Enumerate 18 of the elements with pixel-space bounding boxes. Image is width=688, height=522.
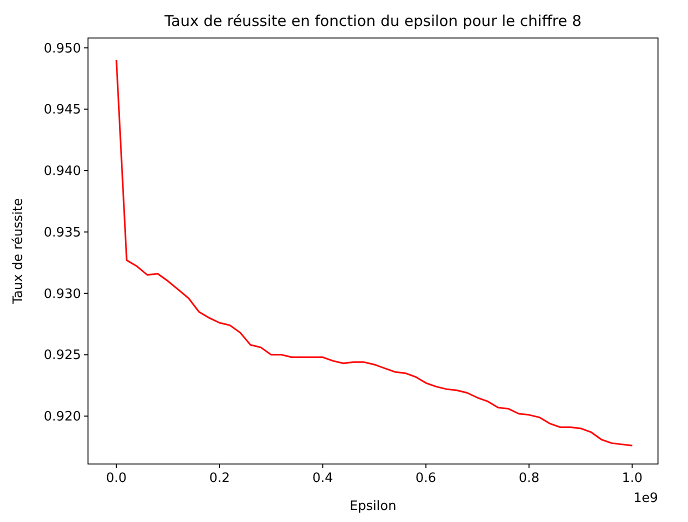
x-axis-title: Epsilon <box>350 499 396 514</box>
line-series <box>116 59 634 446</box>
y-tick-label: 0.950 <box>44 41 81 56</box>
x-tick-label: 0.0 <box>106 471 127 486</box>
y-tick-label: 0.930 <box>44 286 81 302</box>
x-tick-label: 0.6 <box>416 471 436 486</box>
chart-title: Taux de réussite en fonction du epsilon pour le chiffre 8 <box>163 12 582 30</box>
y-tick-label: 0.925 <box>44 348 81 364</box>
y-tick-label: 0.935 <box>44 225 81 240</box>
x-tick-label: 0.2 <box>209 471 230 486</box>
y-axis-title: Taux de réussite <box>11 198 26 305</box>
x-tick-label: 1.0 <box>622 471 643 486</box>
y-tick-label: 0.920 <box>44 410 81 425</box>
x-tick-label: 0.8 <box>518 471 540 486</box>
text: 1e9 <box>633 491 658 506</box>
y-tick-label: 0.940 <box>44 164 81 180</box>
y-tick-label: 0.945 <box>44 102 81 118</box>
x-tick-label: 0.4 <box>312 471 334 486</box>
